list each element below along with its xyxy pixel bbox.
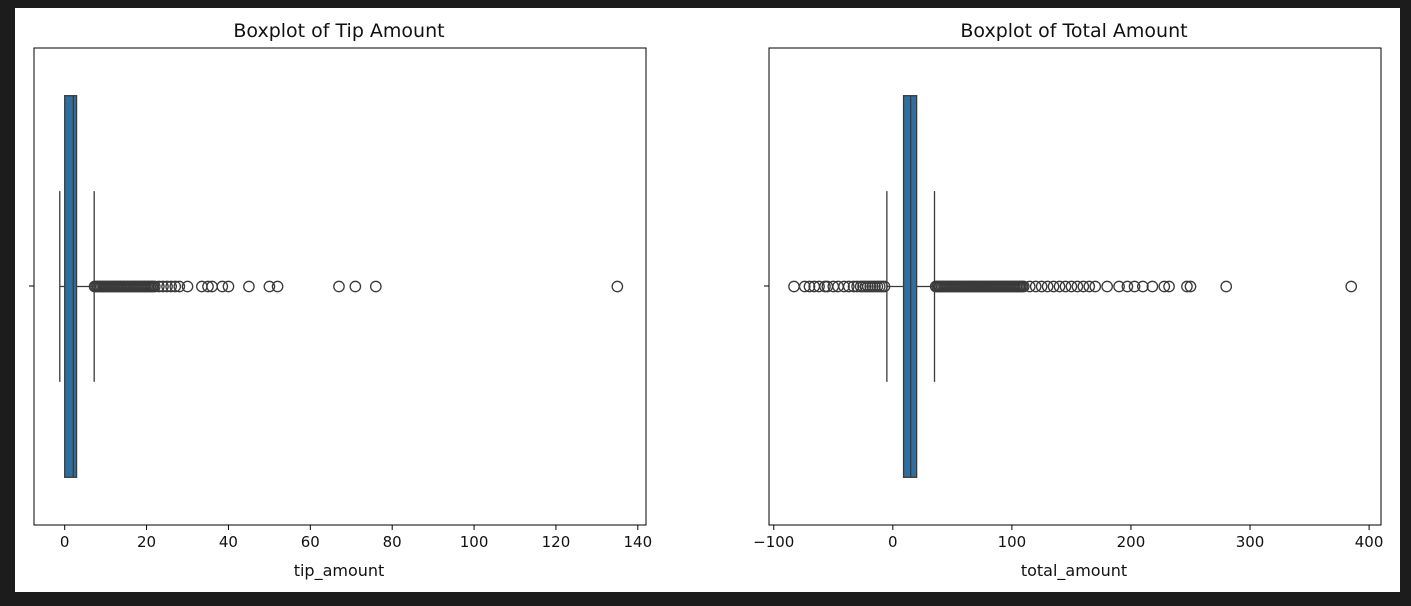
tip-outlier-point: [243, 280, 255, 293]
tip-outlier-point: [369, 280, 382, 293]
total-outlier-point: [1137, 280, 1149, 293]
total-marks: [788, 95, 1358, 478]
total-outlier-point: [1158, 280, 1171, 293]
total-outlier-point: [842, 280, 855, 293]
total-outlier-point: [1220, 280, 1233, 293]
tip-x-tick-label: 0: [60, 533, 70, 551]
total-outlier-dense: [1017, 280, 1030, 293]
tip-x-ticks: 0 20 40 60 80 100 120 140: [60, 525, 652, 551]
tip-x-tick-label: 20: [137, 533, 156, 551]
total-outlier-point: [1345, 280, 1358, 293]
total-outlier-point: [1121, 280, 1134, 293]
tip-x-tick-label: 140: [623, 533, 652, 551]
total-outlier-point: [1023, 280, 1036, 293]
total-outlier-point: [798, 280, 811, 293]
tip-outlier-point: [271, 280, 284, 293]
tip-outlier-point: [157, 280, 169, 293]
tip-outlier-point: [202, 280, 214, 293]
tip-x-tick-label: 100: [460, 533, 489, 551]
tip-chart-title: Boxplot of Tip Amount: [233, 20, 444, 42]
total-outlier-point: [1163, 280, 1175, 293]
total-outlier-point: [1184, 280, 1197, 293]
total-outlier-point: [1077, 280, 1090, 293]
total-x-axis-label: total_amount: [1021, 561, 1127, 581]
figure-svg: Boxplot of Tip Amount 0 20 40 60 80 100 120 140…: [29, 20, 1383, 581]
total-outlier-point: [803, 280, 816, 293]
figure: Boxplot of Tip Amount 0 20 40 60 80 100 120 140…: [15, 8, 1400, 592]
tip-outlier-point: [263, 280, 276, 293]
total-outlier-point: [838, 280, 850, 293]
total-outlier-point: [1146, 280, 1159, 293]
tip-x-tick-label: 80: [383, 533, 402, 551]
tip-x-tick-label: 60: [301, 533, 320, 551]
tip-outlier-point: [222, 280, 235, 293]
total-outlier-point: [1035, 280, 1048, 293]
total-outlier-point: [1059, 280, 1072, 293]
total-outlier-point: [1047, 280, 1060, 293]
total-x-tick-label: −100: [753, 533, 794, 551]
tip-outlier-point: [181, 280, 194, 293]
total-outlier-point: [1065, 280, 1078, 293]
tip-outlier-point: [216, 280, 229, 293]
tip-x-axis-label: tip_amount: [294, 561, 385, 581]
tip-x-tick-label: 40: [219, 533, 238, 551]
total-outlier-point: [1041, 280, 1054, 293]
total-outlier-point: [1089, 280, 1102, 293]
tip-outlier-point: [173, 280, 186, 293]
total-chart-title: Boxplot of Total Amount: [960, 20, 1187, 42]
total-x-tick-label: 400: [1355, 533, 1384, 551]
total-outlier-point: [847, 280, 860, 293]
tip-outlier-point: [611, 280, 624, 293]
tip-outlier-point: [333, 280, 345, 293]
tip-marks: [59, 95, 624, 478]
tip-amount-boxplot: Boxplot of Tip Amount 0 20 40 60 80 100 120 140…: [29, 20, 652, 581]
total-outlier-point: [1113, 280, 1125, 293]
total-x-tick-label: 100: [998, 533, 1027, 551]
total-outlier-point: [1181, 280, 1193, 293]
tip-outlier-point: [165, 280, 177, 293]
total-x-tick-label: 300: [1236, 533, 1265, 551]
total-outlier-point: [878, 280, 891, 293]
tip-outlier-dense: [148, 280, 161, 293]
total-x-ticks: −100 0 100 200 300 400: [753, 525, 1383, 551]
tip-outlier-point: [161, 280, 173, 293]
total-outlier-point: [1053, 280, 1066, 293]
total-outlier-point: [813, 280, 825, 293]
tip-outlier-point: [169, 280, 182, 293]
tip-outlier-point: [153, 280, 165, 293]
total-x-tick-label: 0: [888, 533, 898, 551]
total-amount-boxplot: Boxplot of Total Amount −100 0 100 200 300 40…: [753, 20, 1383, 581]
total-outlier-point: [1101, 280, 1113, 293]
total-outlier-point: [1128, 280, 1141, 293]
total-x-tick-label: 200: [1117, 533, 1146, 551]
total-outlier-point: [1083, 280, 1096, 293]
total-outlier-point: [1071, 280, 1084, 293]
tip-x-tick-label: 120: [542, 533, 571, 551]
tip-box: [64, 95, 78, 478]
tip-outlier-point: [349, 280, 362, 293]
total-outlier-point: [1029, 280, 1042, 293]
